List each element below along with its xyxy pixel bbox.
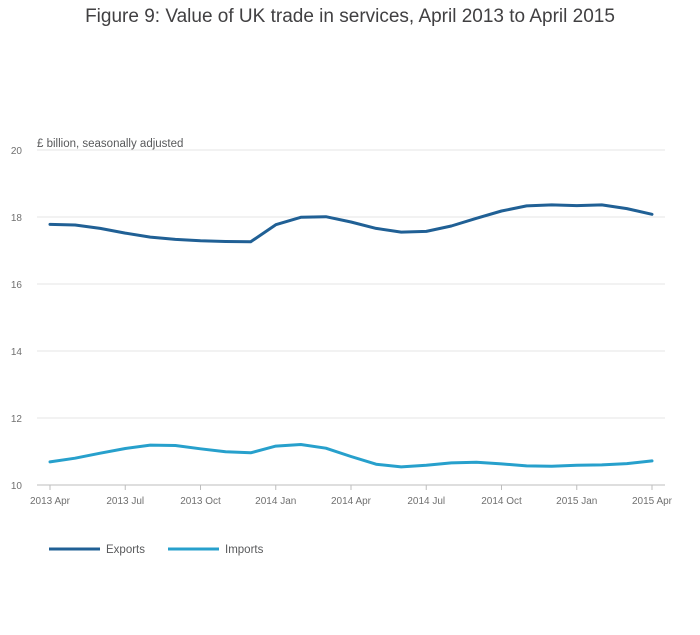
chart-title: Figure 9: Value of UK trade in services,… — [85, 6, 615, 27]
y-axis: 20 18 16 14 12 10 — [11, 146, 23, 492]
y-tick-label: 12 — [11, 414, 23, 425]
grid-lines — [37, 149, 665, 486]
legend: Exports Imports — [49, 544, 264, 556]
y-tick-label: 14 — [11, 347, 23, 358]
x-tick-label: 2015 Jan — [556, 496, 597, 507]
y-tick-label: 18 — [11, 213, 23, 224]
series-line-exports[interactable] — [48, 203, 654, 244]
x-axis: 2013 Apr 2013 Jul 2013 Oct 2014 Jan 2014 Apr… — [30, 485, 673, 507]
legend-label-imports: Imports — [225, 544, 264, 556]
y-tick-label: 10 — [11, 481, 23, 492]
y-axis-label: £ billion, seasonally adjusted — [37, 138, 183, 150]
series-line-imports[interactable] — [48, 443, 654, 469]
x-tick-label: 2014 Jul — [407, 496, 445, 507]
y-tick-label: 20 — [11, 146, 23, 157]
series-lines — [48, 203, 654, 469]
x-tick-label: 2013 Jul — [106, 496, 144, 507]
x-tick-label: 2015 Apr — [632, 496, 673, 507]
x-tick-label: 2014 Oct — [481, 496, 522, 507]
x-tick-label: 2014 Apr — [331, 496, 372, 507]
y-tick-label: 16 — [11, 280, 23, 291]
legend-label-exports: Exports — [106, 544, 145, 556]
x-tick-label: 2013 Apr — [30, 496, 71, 507]
x-tick-label: 2013 Oct — [180, 496, 221, 507]
x-tick-label: 2014 Jan — [255, 496, 296, 507]
